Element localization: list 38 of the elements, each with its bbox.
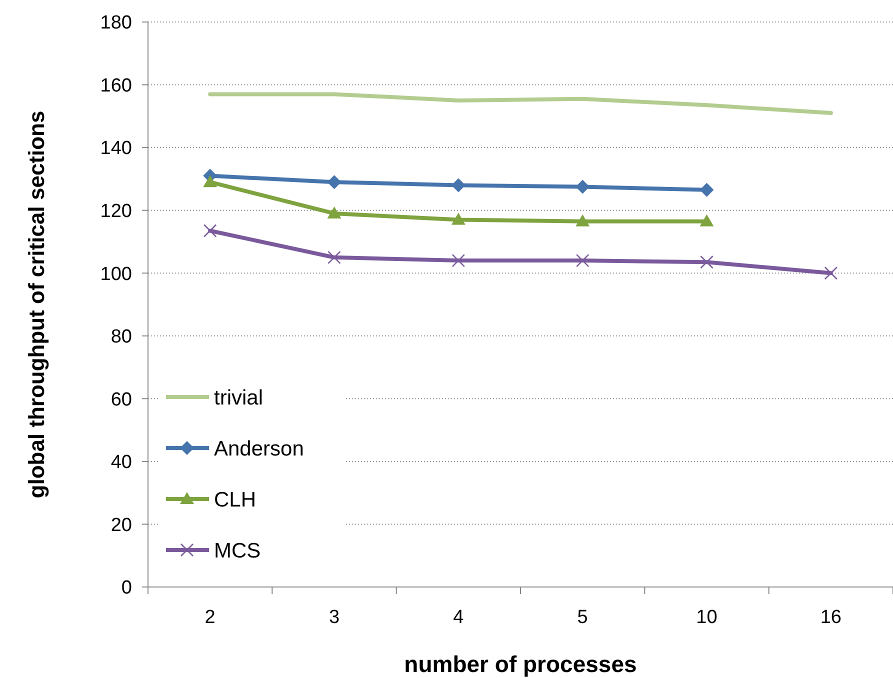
point	[576, 254, 590, 268]
point	[824, 266, 838, 280]
point	[700, 255, 714, 269]
x-tick-label: 3	[328, 607, 340, 628]
legend-label: CLH	[214, 488, 256, 512]
legend-label: MCS	[214, 539, 261, 562]
y-tick-label: 0	[121, 578, 132, 599]
y-tick-label: 140	[100, 138, 132, 160]
point	[576, 214, 590, 226]
x-tick-label: 5	[577, 607, 588, 628]
point	[576, 180, 590, 194]
y-tick-label: 80	[110, 326, 132, 348]
y-tick-label: 20	[110, 514, 132, 536]
point	[203, 224, 217, 238]
y-tick-label: 180	[100, 12, 132, 34]
legend-label: Anderson	[214, 437, 304, 460]
point	[700, 182, 714, 197]
point	[451, 212, 466, 225]
point	[451, 178, 466, 192]
y-tick-label: 60	[110, 389, 132, 410]
legend-label: trivial	[214, 386, 264, 410]
point	[452, 254, 466, 268]
y-tick-label: 120	[100, 200, 132, 222]
x-tick-label: 2	[204, 607, 216, 628]
point	[327, 175, 342, 190]
x-axis-title: number of processes	[404, 651, 637, 677]
x-tick-label: 10	[696, 607, 718, 628]
point	[700, 214, 714, 226]
x-tick-label: 16	[820, 607, 842, 628]
y-tick-label: 160	[100, 75, 132, 96]
point	[328, 250, 341, 264]
y-tick-label: 100	[100, 264, 132, 285]
x-tick-label: 4	[453, 607, 464, 628]
y-tick-label: 40	[110, 452, 132, 474]
point	[327, 206, 342, 218]
line-series	[208, 92, 833, 116]
y-axis-title: global throughput of critical sections	[24, 110, 49, 498]
point	[203, 175, 218, 188]
